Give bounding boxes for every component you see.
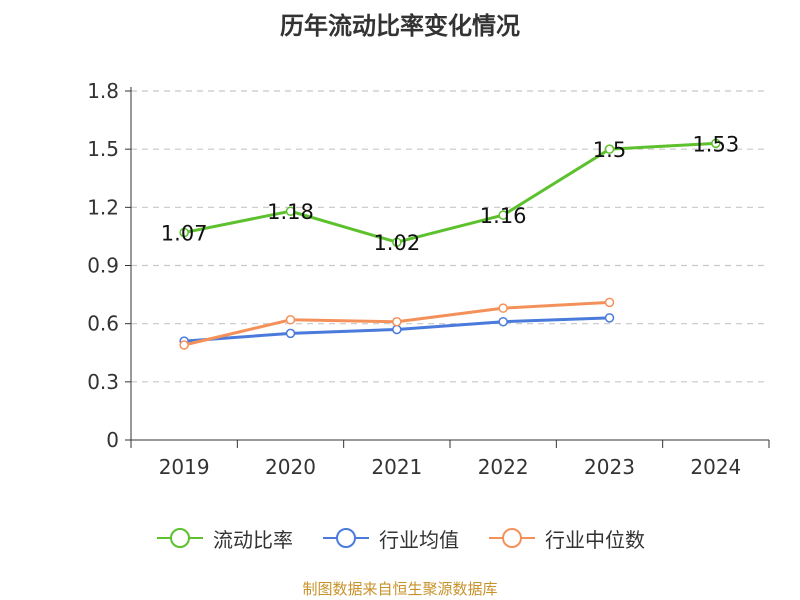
legend-label: 行业中位数 bbox=[545, 527, 645, 552]
data-label: 1.02 bbox=[373, 231, 420, 255]
chart-title: 历年流动比率变化情况 bbox=[280, 12, 520, 40]
legend-item-current-ratio[interactable]: 流动比率 bbox=[155, 524, 293, 553]
y-tick-label: 1.2 bbox=[87, 195, 119, 219]
data-label: 1.18 bbox=[267, 200, 314, 224]
y-tick-label: 0 bbox=[106, 428, 119, 452]
legend-item-industry-median[interactable]: 行业中位数 bbox=[487, 524, 645, 553]
y-tick-label: 1.5 bbox=[87, 137, 119, 161]
legend-marker-icon bbox=[323, 528, 369, 548]
data-label: 1.53 bbox=[692, 132, 739, 156]
data-label: 1.5 bbox=[593, 138, 626, 162]
y-tick-label: 0.9 bbox=[87, 254, 119, 278]
data-label: 1.07 bbox=[161, 222, 208, 246]
data-point bbox=[604, 297, 615, 308]
data-point bbox=[498, 303, 508, 313]
data-point bbox=[179, 227, 189, 238]
x-tick-label: 2022 bbox=[478, 455, 529, 479]
data-point bbox=[285, 328, 296, 339]
x-tick-label: 2020 bbox=[265, 455, 316, 479]
y-tick-label: 0.6 bbox=[87, 312, 119, 336]
data-point bbox=[498, 210, 508, 220]
data-point bbox=[498, 316, 508, 327]
data-point bbox=[392, 237, 402, 247]
y-tick-label: 1.8 bbox=[87, 79, 119, 103]
data-point bbox=[392, 316, 402, 327]
legend-label: 流动比率 bbox=[213, 527, 293, 552]
y-tick-label: 0.3 bbox=[87, 370, 119, 394]
legend-marker-icon bbox=[489, 528, 535, 548]
data-point bbox=[285, 315, 296, 325]
data-point bbox=[604, 144, 615, 154]
legend-label: 行业均值 bbox=[379, 527, 459, 552]
data-source-note: 制图数据来自恒生聚源数据库 bbox=[302, 580, 498, 598]
data-point bbox=[711, 138, 721, 149]
legend-item-industry-mean[interactable]: 行业均值 bbox=[321, 524, 459, 553]
data-label: 1.16 bbox=[480, 204, 527, 228]
series-line bbox=[183, 141, 716, 244]
x-tick-label: 2021 bbox=[371, 455, 422, 479]
legend: 流动比率 行业均值 行业中位数 bbox=[0, 520, 800, 556]
data-point bbox=[179, 340, 189, 350]
legend-marker-icon bbox=[157, 528, 203, 548]
data-point bbox=[392, 324, 402, 335]
data-point bbox=[604, 313, 615, 323]
x-tick-label: 2023 bbox=[584, 455, 635, 479]
x-tick-label: 2019 bbox=[159, 455, 210, 479]
x-tick-label: 2024 bbox=[690, 455, 741, 479]
data-point bbox=[285, 206, 296, 216]
